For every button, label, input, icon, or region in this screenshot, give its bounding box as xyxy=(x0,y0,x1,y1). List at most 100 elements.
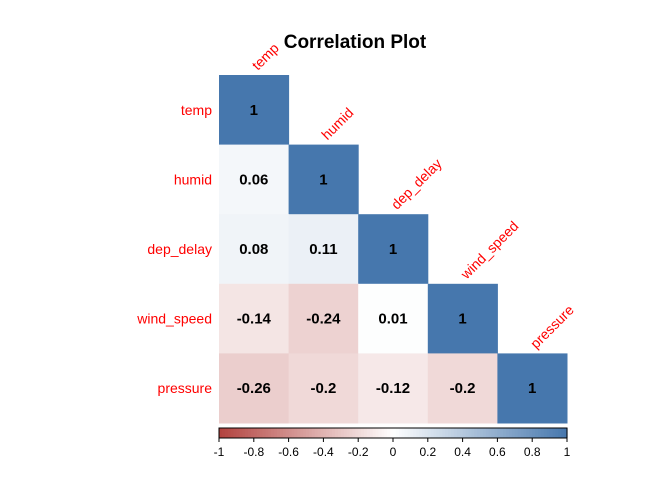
cell-temp-temp xyxy=(219,75,290,146)
colorbar-segment xyxy=(230,428,235,438)
colorbar-segment xyxy=(558,428,562,438)
colorbar-segment xyxy=(398,428,403,438)
colorbar-segment xyxy=(474,428,478,438)
colorbar-segment xyxy=(511,428,516,438)
colorbar-segment xyxy=(329,428,333,438)
colorbar-segment xyxy=(485,428,490,438)
colorbar-segment xyxy=(291,428,295,438)
cell-value-dep_delay-humid: 0.11 xyxy=(309,241,337,258)
colorbar-segment xyxy=(221,428,226,438)
colorbar-segment xyxy=(517,428,522,438)
colorbar-segment xyxy=(317,428,322,438)
color-legend: -1 -0.8 -0.6 -0.4 -0.2 0 0.2 0.4 0.6 0.8 1 xyxy=(214,427,571,459)
colorbar-segment xyxy=(366,428,371,438)
cell-value-pressure-wind_speed: -0.2 xyxy=(450,380,476,397)
colorbar-segment xyxy=(326,428,330,438)
colorbar-segment xyxy=(349,428,353,438)
col-label-humid: humid xyxy=(318,104,356,142)
cell-wind_speed-wind_speed xyxy=(427,283,498,354)
colorbar-segment xyxy=(546,428,551,438)
colorbar-segment xyxy=(482,428,487,438)
colorbar-segment xyxy=(424,428,429,438)
colorbar-segment xyxy=(250,428,255,438)
colorbar-segment xyxy=(520,428,525,438)
colorbar-segment xyxy=(335,428,339,438)
colorbar-segment xyxy=(526,428,530,438)
colorbar-segment xyxy=(253,428,258,438)
colorbar-segment xyxy=(494,428,498,438)
colorbar-segment xyxy=(509,428,513,438)
colorbar-segment xyxy=(453,428,458,438)
colorbar-segment xyxy=(445,428,449,438)
colorbar-segment xyxy=(471,428,475,438)
colorbar-segment xyxy=(294,428,298,438)
colorbar-tick-label: -0.8 xyxy=(243,445,264,459)
colorbar-segment xyxy=(297,428,301,438)
colorbar-segment xyxy=(448,428,452,438)
colorbar-segment xyxy=(239,428,243,438)
colorbar-tick-label: 0.2 xyxy=(419,445,436,459)
cell-pressure-dep_delay xyxy=(358,353,429,424)
colorbar-segment xyxy=(340,428,345,438)
colorbar-segment xyxy=(436,428,440,438)
colorbar-segment xyxy=(219,428,223,438)
colorbar-tick-label: 1 xyxy=(564,445,571,459)
colorbar-tick-label: 0.4 xyxy=(454,445,471,459)
colorbar-segment xyxy=(413,428,417,438)
chart-title: Correlation Plot xyxy=(284,32,427,53)
colorbar-segment xyxy=(514,428,519,438)
colorbar-segment xyxy=(552,428,556,438)
colorbar-segment xyxy=(323,428,327,438)
cell-dep_delay-temp xyxy=(219,214,290,285)
colorbar-segment xyxy=(410,428,414,438)
cell-value-humid-humid: 1 xyxy=(319,171,327,188)
colorbar-segment xyxy=(332,428,336,438)
colorbar-segment xyxy=(503,428,507,438)
cell-value-wind_speed-temp: -0.14 xyxy=(237,311,272,328)
colorbar-segment xyxy=(300,428,304,438)
colorbar-tick-label: -0.4 xyxy=(313,445,334,459)
colorbar-segment xyxy=(393,428,397,438)
colorbar-segment xyxy=(538,428,542,438)
colorbar-segment xyxy=(378,428,382,438)
colorbar-segment xyxy=(477,428,481,438)
colorbar-segment xyxy=(390,428,394,438)
colorbar-segment xyxy=(355,428,359,438)
col-label-temp: temp xyxy=(249,40,282,73)
colorbar-segment xyxy=(233,428,237,438)
cell-pressure-humid xyxy=(288,353,359,424)
colorbar-tick-label: 0.8 xyxy=(524,445,541,459)
cell-wind_speed-temp xyxy=(219,283,290,354)
colorbar-segment xyxy=(282,428,287,438)
colorbar-segment xyxy=(407,428,411,438)
colorbar-segment xyxy=(555,428,559,438)
col-label-wind_speed: wind_speed xyxy=(457,218,522,283)
colorbar-segment xyxy=(462,428,467,438)
colorbar-segment xyxy=(561,428,565,438)
colorbar-segment xyxy=(274,428,278,438)
row-label-temp: temp xyxy=(181,102,212,118)
cell-pressure-wind_speed xyxy=(427,353,498,424)
cell-value-wind_speed-wind_speed: 1 xyxy=(458,311,466,328)
colorbar-segment xyxy=(364,428,368,438)
colorbar-segment xyxy=(288,428,293,438)
cell-value-pressure-pressure: 1 xyxy=(528,380,536,397)
colorbar-segment xyxy=(277,428,281,438)
colorbar-segment xyxy=(395,428,400,438)
colorbar-segment xyxy=(242,428,246,438)
colorbar-segment xyxy=(401,428,406,438)
colorbar-segment xyxy=(540,428,545,438)
colorbar-tick-label: -0.6 xyxy=(278,445,299,459)
colorbar-segment xyxy=(497,428,501,438)
colorbar-segment xyxy=(265,428,269,438)
colorbar-segment xyxy=(227,428,232,438)
colorbar-segment xyxy=(427,428,432,438)
colorbar-segment xyxy=(352,428,356,438)
row-label-pressure: pressure xyxy=(158,380,213,396)
colorbar-segment xyxy=(491,428,496,438)
colorbar-segment xyxy=(303,428,307,438)
colorbar-segment xyxy=(564,428,568,438)
colorbar-segment xyxy=(422,428,426,438)
colorbar-segment xyxy=(456,428,461,438)
